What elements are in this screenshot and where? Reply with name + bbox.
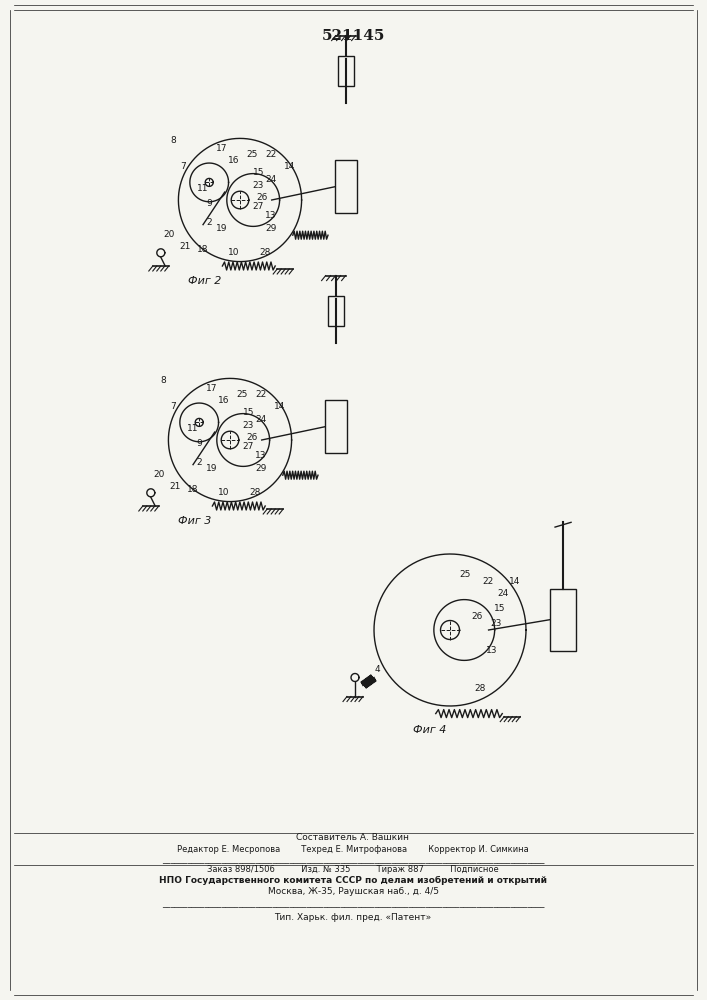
Text: 14: 14 <box>509 577 520 586</box>
Text: 15: 15 <box>243 408 255 417</box>
Text: 17: 17 <box>206 384 217 393</box>
Text: Тип. Харьк. фил. пред. «Патент»: Тип. Харьк. фил. пред. «Патент» <box>274 913 432 922</box>
Text: 29: 29 <box>265 224 276 233</box>
Text: 8: 8 <box>160 376 166 385</box>
Text: 19: 19 <box>216 224 227 233</box>
Text: 20: 20 <box>153 470 165 479</box>
Bar <box>334 160 356 213</box>
Text: 21: 21 <box>179 242 190 251</box>
Text: 13: 13 <box>255 451 267 460</box>
Text: 23: 23 <box>243 421 255 430</box>
Text: 25: 25 <box>247 150 258 159</box>
Text: 2: 2 <box>197 458 202 467</box>
Text: 21: 21 <box>169 482 180 491</box>
Text: 26: 26 <box>256 193 267 202</box>
Text: 27: 27 <box>253 202 264 211</box>
Text: 7: 7 <box>170 402 176 411</box>
Text: Фиг 4: Фиг 4 <box>414 725 447 735</box>
Text: 22: 22 <box>255 390 267 399</box>
Text: 27: 27 <box>243 442 255 451</box>
Bar <box>550 589 576 651</box>
Text: 10: 10 <box>228 248 240 257</box>
Text: 22: 22 <box>265 150 276 159</box>
Text: 28: 28 <box>259 248 270 257</box>
Text: 18: 18 <box>197 245 209 254</box>
Text: Редактор Е. Месропова        Техред Е. Митрофанова        Корректор И. Симкина: Редактор Е. Месропова Техред Е. Митрофан… <box>177 845 529 854</box>
Text: Заказ 898/1506          Изд. № 335          Тираж 887          Подписное: Заказ 898/1506 Изд. № 335 Тираж 887 Подп… <box>207 865 499 874</box>
Text: 25: 25 <box>237 390 248 399</box>
Text: 9: 9 <box>206 199 212 208</box>
Text: 8: 8 <box>170 136 176 145</box>
Text: 7: 7 <box>180 162 186 171</box>
Text: 15: 15 <box>252 168 264 177</box>
Text: 2: 2 <box>206 218 212 227</box>
Text: Фиг 3: Фиг 3 <box>178 516 211 526</box>
Text: 11: 11 <box>197 184 209 193</box>
Text: 14: 14 <box>284 162 295 171</box>
Text: 29: 29 <box>255 464 267 473</box>
Text: 28: 28 <box>249 488 260 497</box>
Text: Составитель А. Вашкин: Составитель А. Вашкин <box>296 833 409 842</box>
Text: 11: 11 <box>187 424 199 433</box>
Text: ────────────────────────────────────────────────────────────────────────────────: ────────────────────────────────────────… <box>162 861 544 867</box>
Text: 25: 25 <box>460 570 471 579</box>
Text: 13: 13 <box>265 211 276 220</box>
Text: 24: 24 <box>498 589 509 598</box>
Text: 10: 10 <box>218 488 230 497</box>
Text: 24: 24 <box>265 175 276 184</box>
Text: Фиг 2: Фиг 2 <box>188 276 221 286</box>
Text: 17: 17 <box>216 144 227 153</box>
Text: НПО Государственного комитета СССР по делам изобретений и открытий: НПО Государственного комитета СССР по де… <box>159 876 547 885</box>
Text: 13: 13 <box>486 646 498 655</box>
Text: 16: 16 <box>218 396 230 405</box>
Text: 23: 23 <box>253 181 264 190</box>
Text: 20: 20 <box>163 230 175 239</box>
Text: ────────────────────────────────────────────────────────────────────────────────: ────────────────────────────────────────… <box>162 905 544 911</box>
Text: 26: 26 <box>471 612 482 621</box>
Text: 24: 24 <box>255 415 267 424</box>
Text: 521145: 521145 <box>321 29 385 43</box>
Bar <box>327 296 344 326</box>
Text: 19: 19 <box>206 464 217 473</box>
Text: 26: 26 <box>246 433 257 442</box>
Text: Москва, Ж-35, Раушская наб., д. 4/5: Москва, Ж-35, Раушская наб., д. 4/5 <box>267 887 438 896</box>
Text: 14: 14 <box>274 402 285 411</box>
Bar <box>338 56 354 86</box>
Text: 23: 23 <box>490 619 501 628</box>
Text: 15: 15 <box>493 604 505 613</box>
Text: 18: 18 <box>187 485 199 494</box>
Text: 22: 22 <box>482 577 493 586</box>
Text: 16: 16 <box>228 156 240 165</box>
Text: 28: 28 <box>474 684 486 693</box>
Bar <box>325 400 346 453</box>
Text: 9: 9 <box>197 439 202 448</box>
Text: 4: 4 <box>375 665 380 674</box>
